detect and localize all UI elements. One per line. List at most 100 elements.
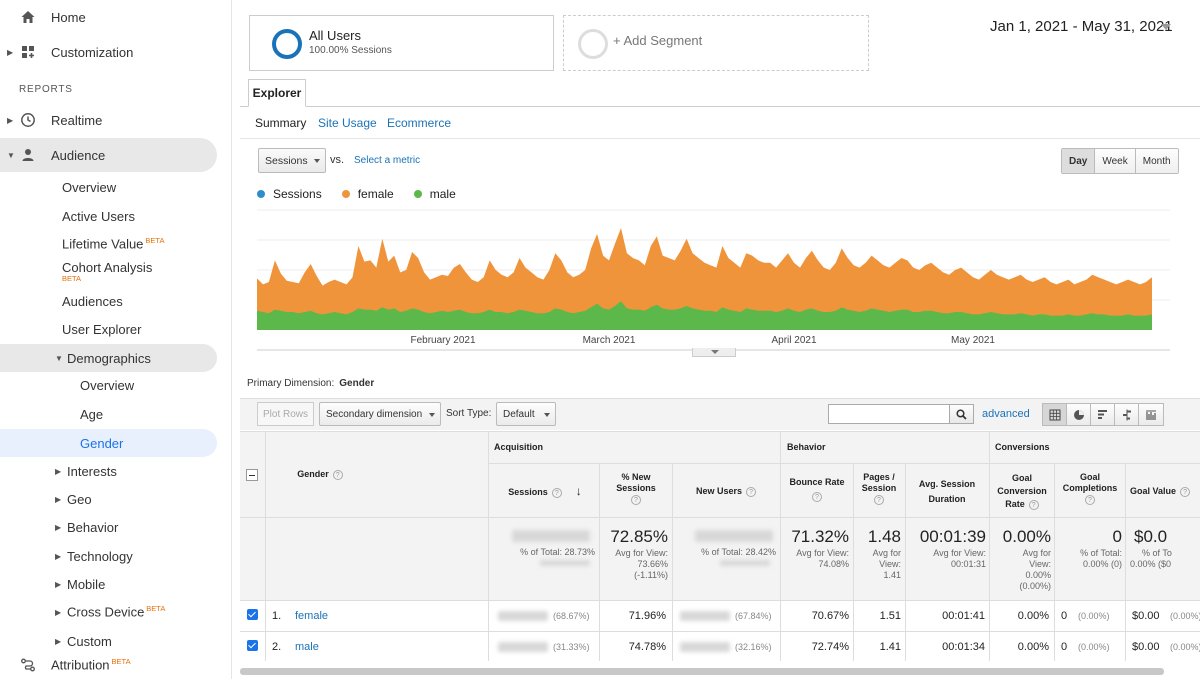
totals-conv-sub1: Avg for — [1022, 548, 1051, 558]
subtab-summary[interactable]: Summary — [255, 116, 307, 130]
col-new-users[interactable]: New Users? — [676, 486, 776, 497]
tab-explorer[interactable]: Explorer — [248, 79, 306, 107]
legend-item-sessions[interactable]: Sessions — [257, 187, 322, 201]
nav-realtime[interactable]: ▶ Realtime — [0, 103, 232, 137]
row-checkbox[interactable] — [247, 609, 258, 620]
data-table: Acquisition Behavior Conversions Gender?… — [240, 431, 1200, 661]
nav-audience[interactable]: ▼ Audience — [0, 138, 217, 172]
col-bounce-rate[interactable]: Bounce Rate? — [783, 477, 851, 502]
row-pages: 1.41 — [879, 641, 901, 653]
nav-geo-label: Geo — [67, 491, 92, 507]
sort-desc-arrow-icon[interactable]: ↓ — [575, 484, 582, 498]
help-icon[interactable]: ? — [746, 486, 757, 497]
chevron-down-icon[interactable] — [1161, 24, 1171, 30]
legend-item-male[interactable]: male — [413, 187, 456, 201]
col-gender[interactable]: Gender? — [280, 469, 360, 480]
attribution-icon — [19, 656, 37, 674]
row-gender-link[interactable]: female — [295, 610, 329, 622]
col-goal-value[interactable]: Goal Value? — [1130, 486, 1200, 497]
col-avg-session-duration[interactable]: Avg. Session Duration — [908, 477, 986, 507]
col-new-users-label: New Users — [695, 486, 743, 496]
nav-audiences[interactable]: Audiences — [62, 294, 123, 309]
nav-cohort-analysis[interactable]: Cohort Analysis BETA — [62, 260, 152, 283]
help-icon[interactable]: ? — [1028, 499, 1039, 510]
nav-mobile[interactable]: ▶ Mobile — [0, 570, 217, 598]
search-button[interactable] — [949, 404, 974, 424]
totals-duration-sub: Avg for View: 00:01:31 — [907, 548, 986, 570]
secondary-dimension-select[interactable]: Secondary dimension — [319, 402, 441, 426]
date-range-picker[interactable]: Jan 1, 2021 - May 31, 2021 — [990, 18, 1173, 35]
col-bounce-rate-label: Bounce Rate — [789, 477, 845, 487]
row-checkbox[interactable] — [247, 640, 258, 651]
totals-comp-sub2: 0.00% (0) — [1082, 559, 1122, 569]
horizontal-scrollbar[interactable] — [240, 668, 1164, 675]
caret-down-icon: ▼ — [7, 150, 15, 160]
nav-lifetime-value[interactable]: Lifetime Value BETA — [62, 236, 164, 251]
period-month-button[interactable]: Month — [1135, 149, 1178, 173]
nav-user-explorer[interactable]: User Explorer — [62, 322, 142, 337]
data-table-view-icon[interactable] — [1043, 404, 1067, 425]
performance-view-icon[interactable] — [1091, 404, 1115, 425]
col-goal-completions[interactable]: Goal Completions? — [1056, 472, 1124, 505]
nav-attribution[interactable]: Attribution BETA — [0, 648, 232, 679]
segment-all-users[interactable]: All Users 100.00% Sessions — [249, 15, 554, 71]
add-segment-button[interactable]: + Add Segment — [563, 15, 869, 71]
comparison-view-icon[interactable] — [1115, 404, 1139, 425]
col-pct-new-sessions[interactable]: % New Sessions? — [602, 472, 670, 505]
col-goal-conversion-rate[interactable]: Goal Conversion Rate? — [991, 472, 1053, 511]
advanced-filter-link[interactable]: advanced — [982, 408, 1030, 420]
segment-title: All Users — [309, 28, 362, 43]
period-day-button[interactable]: Day — [1062, 149, 1096, 173]
legend-label-female: female — [357, 187, 394, 201]
nav-customization[interactable]: ▶ Customization — [0, 35, 232, 69]
nav-audience-overview[interactable]: Overview — [62, 180, 117, 195]
row-comp-pct: (0.00%) — [1078, 611, 1110, 621]
pie-chart-view-icon[interactable] — [1067, 404, 1091, 425]
primary-dimension-value[interactable]: Gender — [339, 378, 375, 389]
area-female[interactable] — [257, 228, 1152, 330]
row-gender-link[interactable]: male — [295, 641, 319, 653]
nav-behavior[interactable]: ▶ Behavior — [0, 513, 217, 541]
nav-technology[interactable]: ▶ Technology — [0, 542, 217, 570]
legend-dot-male — [413, 190, 422, 198]
nav-active-users[interactable]: Active Users — [62, 209, 135, 224]
area-male[interactable] — [257, 301, 1152, 330]
col-pages-session[interactable]: Pages / Session? — [855, 472, 903, 505]
help-icon[interactable]: ? — [812, 492, 822, 502]
metric-select[interactable]: Sessions — [258, 148, 326, 173]
subtab-ecommerce[interactable]: Ecommerce — [387, 116, 452, 130]
redacted-value — [498, 642, 548, 652]
plot-rows-button[interactable]: Plot Rows — [257, 402, 314, 426]
help-icon[interactable]: ? — [1180, 486, 1191, 497]
chart-collapse-handle[interactable] — [692, 348, 736, 357]
select-metric-link[interactable]: Select a metric — [354, 155, 421, 166]
help-icon[interactable]: ? — [332, 469, 343, 480]
nav-cohort-analysis-label: Cohort Analysis — [62, 260, 153, 275]
legend-item-female[interactable]: female — [341, 187, 394, 201]
nav-demographics-overview[interactable]: Overview — [80, 378, 135, 393]
col-goal-conversion-rate-line1: Goal — [1011, 473, 1032, 483]
help-icon[interactable]: ? — [1085, 494, 1095, 505]
row-value: $0.00 — [1132, 641, 1160, 653]
nav-gender[interactable]: Gender — [80, 436, 124, 451]
x-tick-label: March 2021 — [583, 335, 636, 346]
subtab-site-usage[interactable]: Site Usage — [318, 116, 377, 130]
nav-geo[interactable]: ▶ Geo — [0, 485, 217, 513]
help-icon[interactable]: ? — [631, 494, 641, 505]
sessions-area-chart[interactable]: February 2021 March 2021 April 2021 May 202… — [257, 205, 1170, 355]
col-sessions[interactable]: Sessions? ↓ — [495, 484, 595, 498]
nav-demographics[interactable]: ▼ Demographics — [0, 344, 217, 372]
term-cloud-view-icon[interactable] — [1139, 404, 1163, 425]
table-search-input[interactable] — [828, 404, 950, 424]
col-goal-conversion-rate-line3-text: Rate — [1005, 499, 1025, 509]
nav-home[interactable]: Home — [0, 0, 232, 34]
help-icon[interactable]: ? — [551, 487, 562, 498]
sort-type-select[interactable]: Default — [496, 402, 556, 426]
nav-cross-device[interactable]: ▶ Cross Device BETA — [0, 598, 217, 626]
nav-custom[interactable]: ▶ Custom — [0, 627, 217, 655]
nav-age[interactable]: Age — [80, 407, 104, 422]
nav-interests[interactable]: ▶ Interests — [0, 457, 217, 485]
select-all-checkbox[interactable] — [246, 469, 258, 481]
period-week-button[interactable]: Week — [1095, 149, 1136, 173]
help-icon[interactable]: ? — [874, 494, 884, 505]
